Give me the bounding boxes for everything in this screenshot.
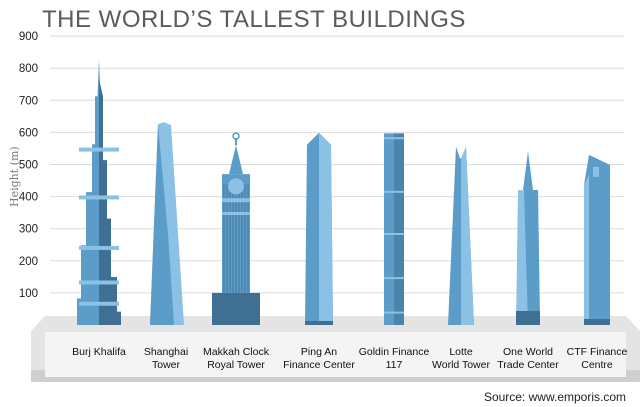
x-category-label: Makkah Clock xyxy=(203,346,270,358)
x-category-label: Tower xyxy=(152,359,181,371)
bar-one-world-trade-center-spire xyxy=(523,151,533,191)
x-category-label: Shanghai xyxy=(144,346,188,358)
crown-window xyxy=(593,166,599,177)
bar-makkah-clock-royal-tower-crescent xyxy=(232,132,240,140)
x-category-label: Royal Tower xyxy=(207,359,265,371)
bar-goldin-finance-117-shade xyxy=(394,133,404,325)
x-category-label: CTF Finance xyxy=(567,346,628,358)
bar-makkah-clock-royal-tower-podium xyxy=(212,292,260,325)
bar-makkah-clock-royal-tower-crown xyxy=(229,145,243,175)
band xyxy=(384,311,404,314)
band xyxy=(222,212,250,216)
x-category-label: One World xyxy=(503,346,553,358)
base-band xyxy=(305,321,333,325)
bar-makkah-clock-royal-tower-clock-face xyxy=(228,178,244,195)
band xyxy=(79,280,119,285)
band xyxy=(384,233,404,236)
x-category-label: Trade Center xyxy=(497,359,559,371)
bar-ctf-finance-centre-shade xyxy=(584,174,589,325)
x-category-label: Centre xyxy=(581,359,613,371)
y-tick-label: 200 xyxy=(19,256,38,268)
y-tick-label: 300 xyxy=(19,224,38,236)
y-tick-label: 500 xyxy=(19,160,38,172)
label-band xyxy=(45,332,626,377)
x-category-label: Goldin Finance xyxy=(359,346,430,358)
bar-ping-an-finance-center-shade xyxy=(319,132,333,325)
bar-ctf-finance-centre xyxy=(584,154,610,325)
x-category-label: Burj Khalifa xyxy=(72,346,126,358)
band xyxy=(384,277,404,280)
bar-lotte-world-tower-shade xyxy=(461,146,474,325)
y-tick-label: 600 xyxy=(19,127,38,139)
x-category-label: Ping An xyxy=(301,346,337,358)
bar-one-world-trade-center-shade xyxy=(524,190,540,325)
band xyxy=(79,195,119,200)
y-tick-label: 400 xyxy=(19,192,38,204)
band xyxy=(384,190,404,193)
bar-makkah-clock-royal-tower-spire xyxy=(235,138,237,146)
x-category-label: Finance Center xyxy=(283,359,355,371)
source-note: Source: www.emporis.com xyxy=(483,390,626,404)
bar-shanghai-tower-shade xyxy=(150,124,174,326)
base-band xyxy=(584,319,610,325)
y-tick-label: 100 xyxy=(19,288,38,300)
chart-title: THE WORLD’S TALLEST BUILDINGS xyxy=(42,6,466,33)
band xyxy=(222,198,250,203)
y-tick-label: 900 xyxy=(19,31,38,43)
band xyxy=(79,245,119,250)
band xyxy=(79,301,119,306)
x-category-label: Lotte xyxy=(449,346,473,358)
x-category-label: World Tower xyxy=(432,359,490,371)
x-category-label: 117 xyxy=(386,359,403,371)
band xyxy=(384,137,404,140)
band xyxy=(79,147,119,152)
y-tick-label: 800 xyxy=(19,63,38,75)
y-tick-label: 700 xyxy=(19,95,38,107)
bar-burj-khalifa-shade xyxy=(99,79,121,325)
bar-one-world-trade-center-podium xyxy=(516,311,540,325)
